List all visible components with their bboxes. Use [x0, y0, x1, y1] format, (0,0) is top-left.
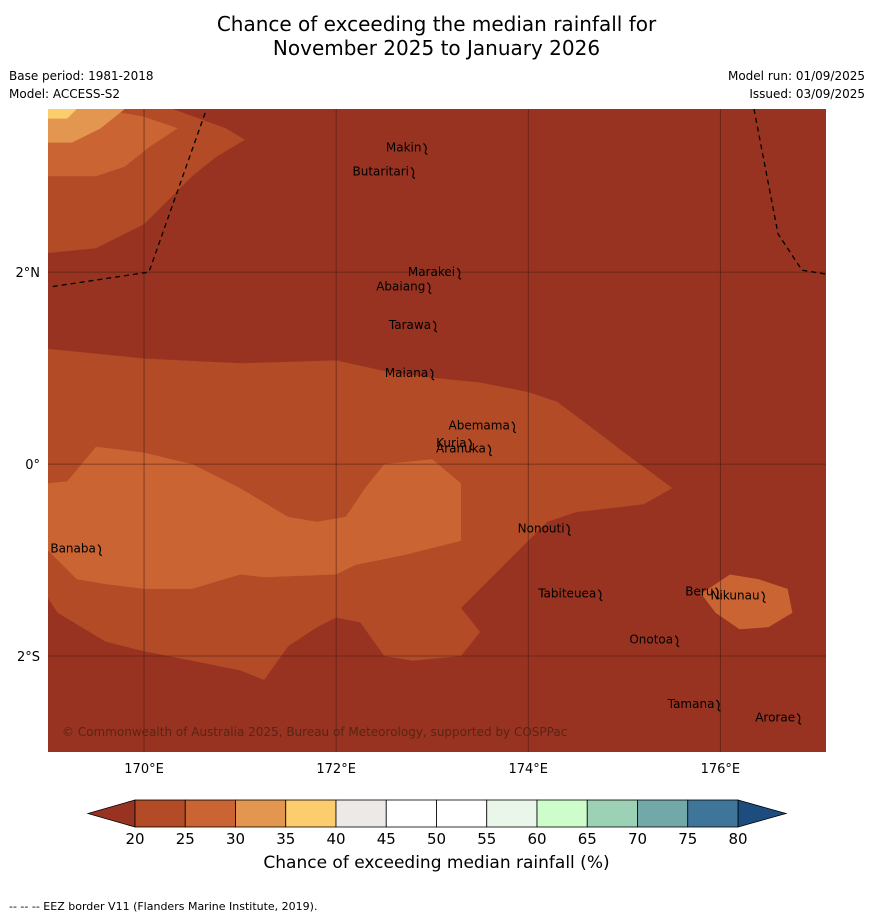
- island-shape-kuria: [468, 438, 473, 451]
- x-tick-label: 176°E: [701, 762, 741, 777]
- island-shape-beru: [715, 587, 720, 600]
- island-shape-marakei: [456, 267, 462, 280]
- colorbar-tick-label: 40: [326, 830, 345, 848]
- colorbar-tick-label: 30: [226, 830, 245, 848]
- colorbar: 20 25 30 35 40 45 50 55 60 65 70 75 80: [86, 799, 788, 848]
- probability-zone-25-30-6: [701, 574, 793, 630]
- colorbar-under-arrow: [86, 799, 136, 828]
- island-shape-abemama: [511, 421, 517, 434]
- island-shape-butaritari: [410, 166, 416, 179]
- colorbar-tick-label: 45: [377, 830, 396, 848]
- island-shape-maiana: [429, 368, 435, 381]
- island-shape-nikunau: [761, 591, 766, 604]
- eez-border-1: [753, 109, 826, 275]
- island-label-abemama: Abemama: [449, 419, 510, 433]
- colorbar-swatch: [235, 799, 287, 828]
- x-tick-label: 170°E: [124, 762, 164, 777]
- meta-right: Model run: 01/09/2025 Issued: 03/09/2025: [728, 67, 865, 103]
- island-label-abaiang: Abaiang: [376, 280, 425, 294]
- eez-footnote: -- -- -- EEZ border V11 (Flanders Marine…: [9, 900, 318, 913]
- title-line-1: Chance of exceeding the median rainfall …: [216, 12, 657, 36]
- x-tick-label: 172°E: [316, 762, 356, 777]
- island-label-makin: Makin: [386, 140, 422, 154]
- island-shape-makin: [423, 142, 428, 155]
- island-label-aranuka: Aranuka: [436, 442, 486, 456]
- colorbar-swatch: [687, 799, 739, 828]
- meta-left: Base period: 1981-2018 Model: ACCESS-S2: [9, 67, 154, 103]
- colorbar-swatch: [486, 799, 538, 828]
- island-label-arorae: Arorae: [755, 710, 795, 724]
- base-period-text: Base period: 1981-2018: [9, 69, 154, 83]
- island-shape-onotoa: [674, 635, 680, 648]
- chart-title: Chance of exceeding the median rainfall …: [0, 12, 873, 60]
- copyright-text: © Commonwealth of Australia 2025, Bureau…: [62, 725, 567, 739]
- y-tick-label: 2°N: [16, 266, 41, 281]
- island-shape-tabiteuea: [597, 589, 603, 602]
- island-label-maiana: Maiana: [385, 366, 428, 380]
- colorbar-over-arrow: [737, 799, 788, 828]
- colorbar-tick-label: 80: [728, 830, 747, 848]
- colorbar-swatch: [184, 799, 236, 828]
- colorbar-tick-label: 75: [678, 830, 697, 848]
- island-label-tamana: Tamana: [667, 697, 715, 711]
- issued-text: Issued: 03/09/2025: [749, 87, 865, 101]
- model-run-text: Model run: 01/09/2025: [727, 69, 865, 83]
- island-label-nonouti: Nonouti: [518, 521, 565, 535]
- island-label-butaritari: Butaritari: [352, 164, 409, 178]
- probability-zone-25-30-1: [48, 446, 461, 589]
- colorbar-swatch: [436, 799, 488, 828]
- colorbar-tick-label: 25: [176, 830, 195, 848]
- colorbar-swatch: [637, 799, 689, 828]
- island-shape-banaba: [97, 544, 103, 557]
- island-label-nikunau: Nikunau: [711, 589, 760, 603]
- island-label-tarawa: Tarawa: [388, 318, 431, 332]
- colorbar-swatch: [335, 799, 387, 828]
- island-label-kuria: Kuria: [436, 436, 467, 450]
- island-label-banaba: Banaba: [50, 542, 96, 556]
- colorbar-swatch: [285, 799, 337, 828]
- y-tick-label: 0°: [25, 458, 40, 473]
- colorbar-tick-label: 50: [427, 830, 446, 848]
- colorbar-swatch: [134, 799, 186, 828]
- island-label-beru: Beru: [685, 585, 713, 599]
- colorbar-swatch: [586, 799, 638, 828]
- island-label-tabiteuea: Tabiteuea: [537, 587, 596, 601]
- x-tick-label: 174°E: [508, 762, 548, 777]
- island-shape-nonouti: [566, 523, 571, 536]
- y-tick-label: 2°S: [17, 650, 40, 665]
- model-text: Model: ACCESS-S2: [9, 87, 121, 101]
- island-shape-aranuka: [487, 444, 493, 457]
- colorbar-tick-label: 65: [578, 830, 597, 848]
- island-shape-tamana: [716, 699, 721, 712]
- colorbar-tick-label: 55: [477, 830, 496, 848]
- island-shape-tarawa: [432, 320, 438, 333]
- probability-zone-35-40-5: [48, 109, 77, 119]
- title-line-2: November 2025 to January 2026: [272, 36, 601, 60]
- colorbar-tick-label: 35: [276, 830, 295, 848]
- colorbar-swatch: [536, 799, 588, 828]
- island-shape-abaiang: [426, 282, 432, 295]
- island-shape-arorae: [796, 712, 802, 726]
- colorbar-swatch: [385, 799, 437, 828]
- island-label-marakei: Marakei: [408, 265, 455, 279]
- colorbar-label: Chance of exceeding median rainfall (%): [263, 853, 610, 873]
- colorbar-tick-label: 60: [527, 830, 546, 848]
- colorbar-tick-label: 20: [125, 830, 144, 848]
- colorbar-tick-label: 70: [628, 830, 647, 848]
- island-label-onotoa: Onotoa: [629, 633, 673, 647]
